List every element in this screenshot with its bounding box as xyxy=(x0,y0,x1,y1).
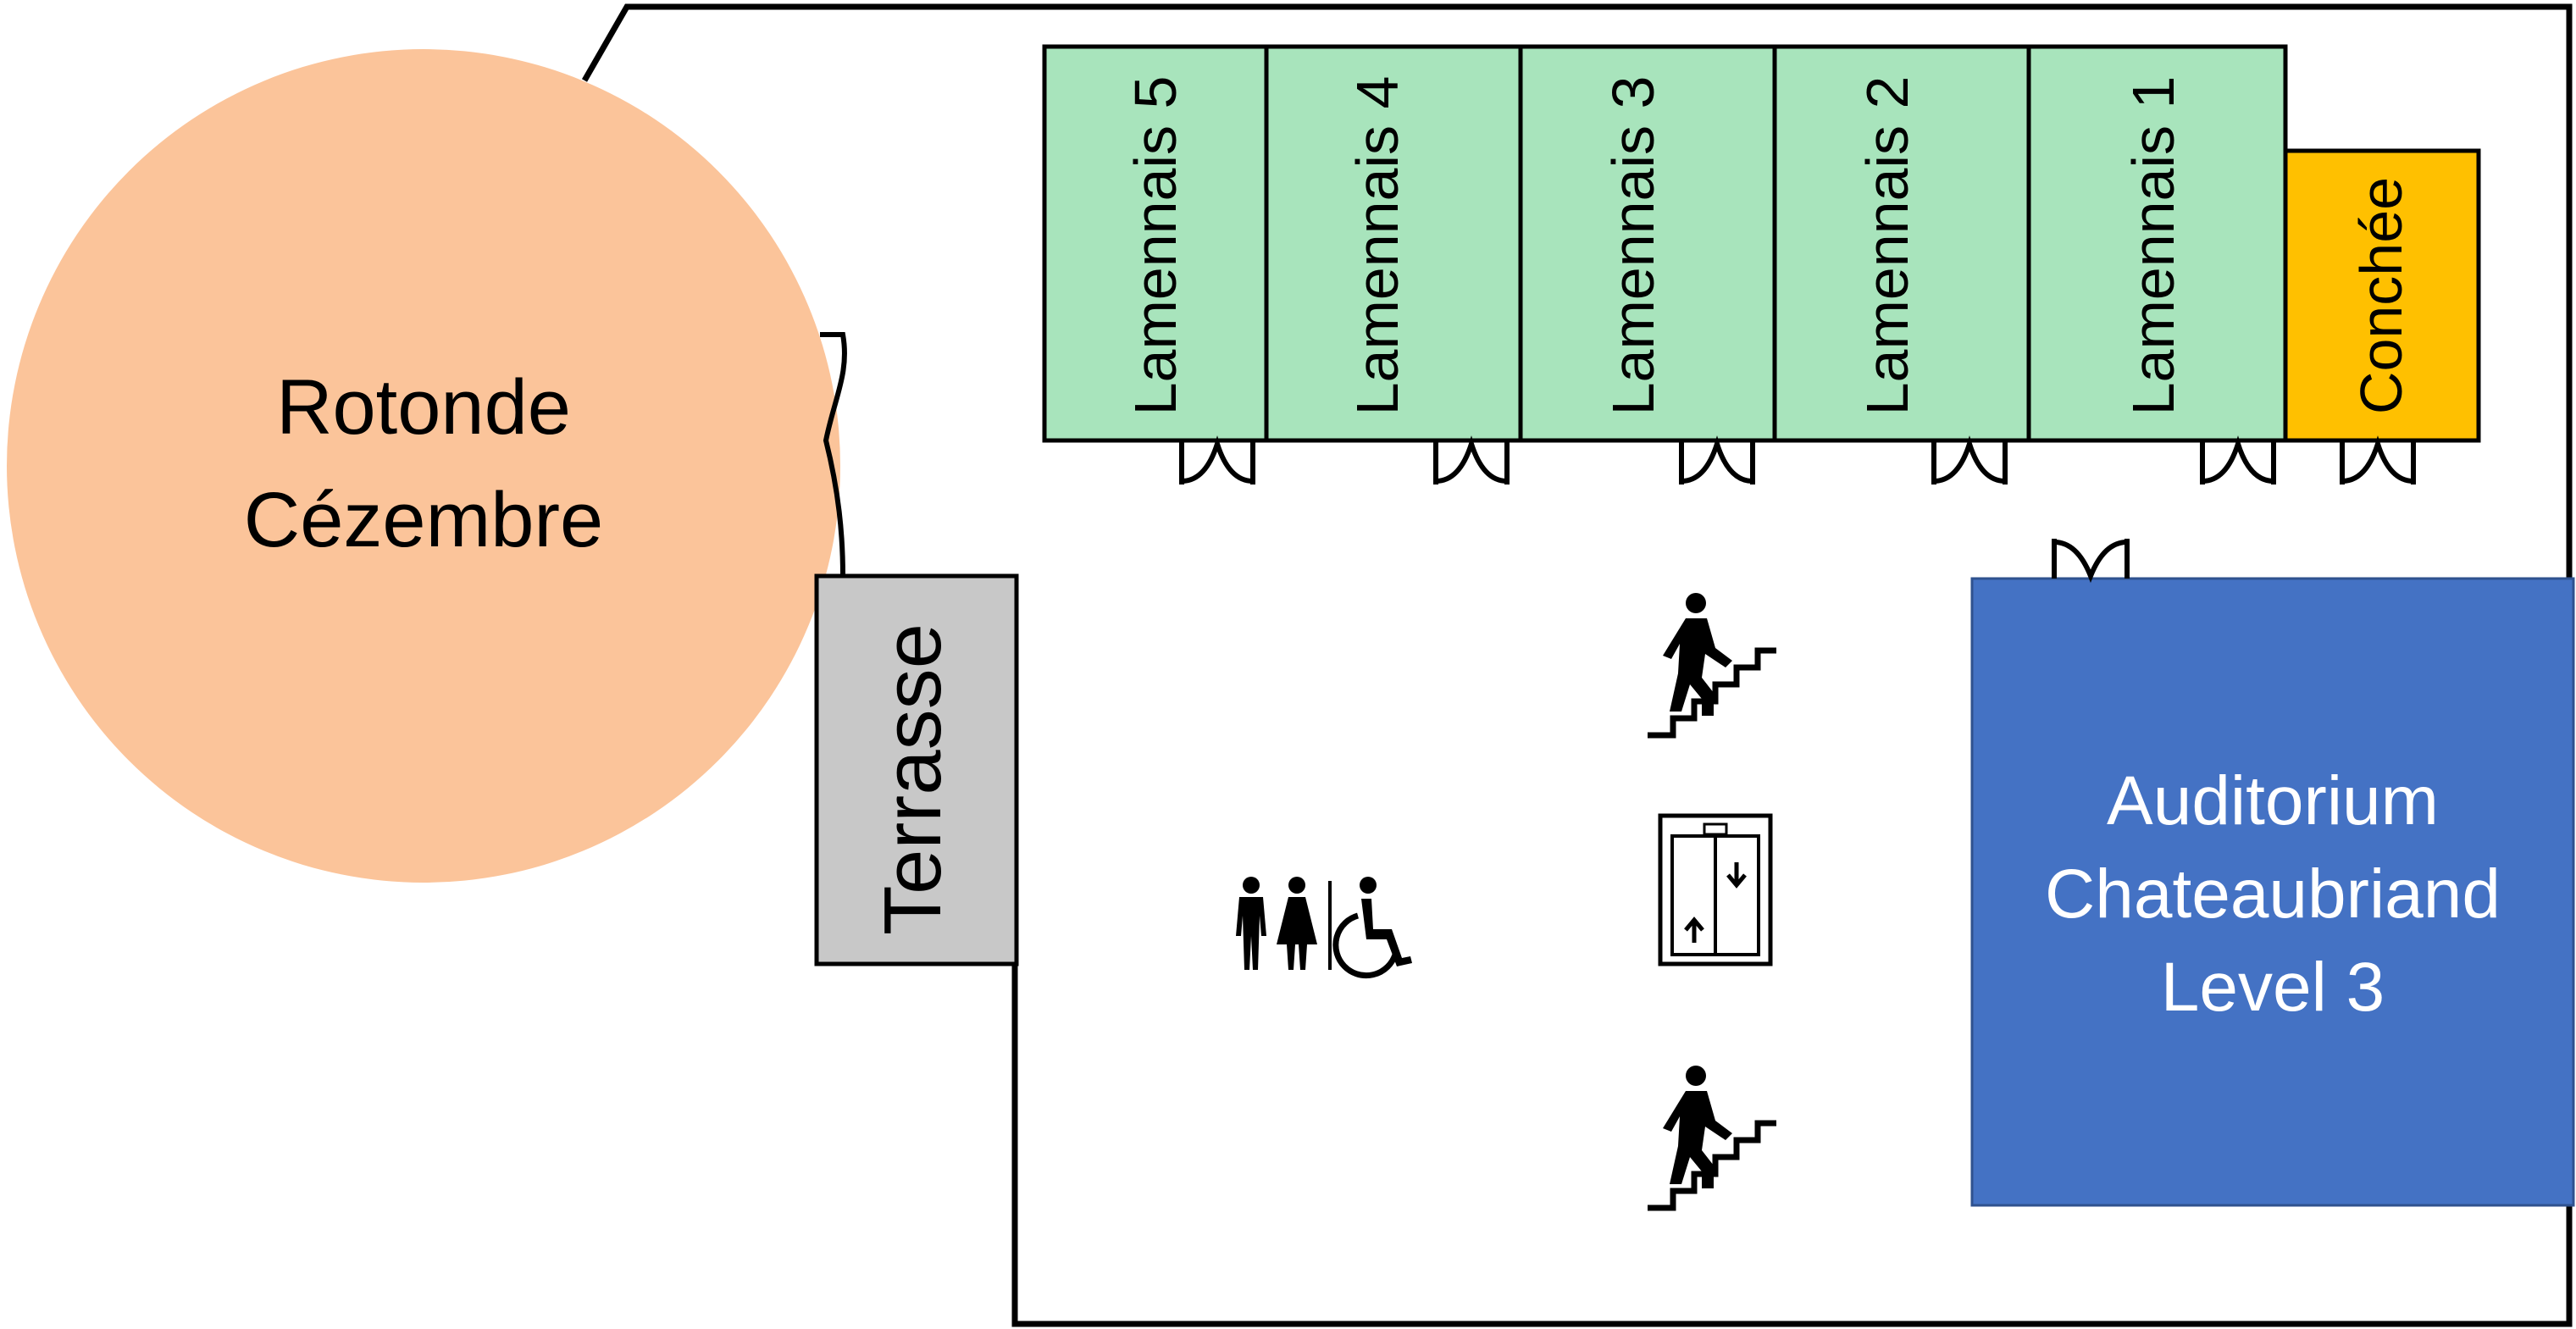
room-lamennais-4[interactable] xyxy=(1264,44,1523,443)
room-lamennais-2[interactable] xyxy=(1772,44,2031,443)
double-door-icon xyxy=(1679,435,1755,485)
rotonde-door-icon xyxy=(820,332,847,577)
lamennais-rooms: Lamennais 5 Lamennais 4 Lamennais 3 Lamenna… xyxy=(1042,44,2288,443)
room-auditorium-chateaubriand[interactable] xyxy=(1970,577,2575,1207)
stairs-down-icon xyxy=(1648,1066,1776,1211)
room-rotonde-cezembre[interactable] xyxy=(7,49,840,883)
room-lamennais-1[interactable] xyxy=(2026,44,2288,443)
elevator-icon xyxy=(1658,813,1773,966)
room-lamennais-2-label: Lamennais 2 xyxy=(1854,76,1920,416)
room-doors xyxy=(1179,435,2416,485)
auditorium-door-icon xyxy=(2052,539,2130,584)
room-auditorium-label-line3: Level 3 xyxy=(2161,949,2385,1026)
room-terrasse[interactable] xyxy=(814,573,1019,966)
room-conchee-label: Conchée xyxy=(2348,177,2414,414)
double-door-icon xyxy=(1931,435,2008,485)
room-auditorium-label-line2: Chateaubriand xyxy=(2045,856,2501,933)
room-lamennais-3-label: Lamennais 3 xyxy=(1600,76,1666,416)
double-door-icon xyxy=(1179,435,1255,485)
room-lamennais-3[interactable] xyxy=(1518,44,1777,443)
room-lamennais-5-label: Lamennais 5 xyxy=(1122,76,1188,416)
room-lamennais-1-label: Lamennais 1 xyxy=(2120,76,2186,416)
room-lamennais-4-label: Lamennais 4 xyxy=(1344,76,1410,416)
stairs-up-icon xyxy=(1648,593,1776,739)
room-rotonde-label-line2: Cézembre xyxy=(244,477,603,563)
room-lamennais-5[interactable] xyxy=(1042,44,1269,443)
double-door-icon xyxy=(2200,435,2276,485)
room-conchee[interactable] xyxy=(2283,148,2481,443)
double-door-icon xyxy=(2340,435,2416,485)
room-rotonde-label-line1: Rotonde xyxy=(276,364,571,451)
room-auditorium-label-line1: Auditorium xyxy=(2107,762,2439,839)
double-door-icon xyxy=(1433,435,1510,485)
restroom-accessible-icon xyxy=(1236,877,1412,979)
room-terrasse-label: Terrasse xyxy=(867,623,958,935)
